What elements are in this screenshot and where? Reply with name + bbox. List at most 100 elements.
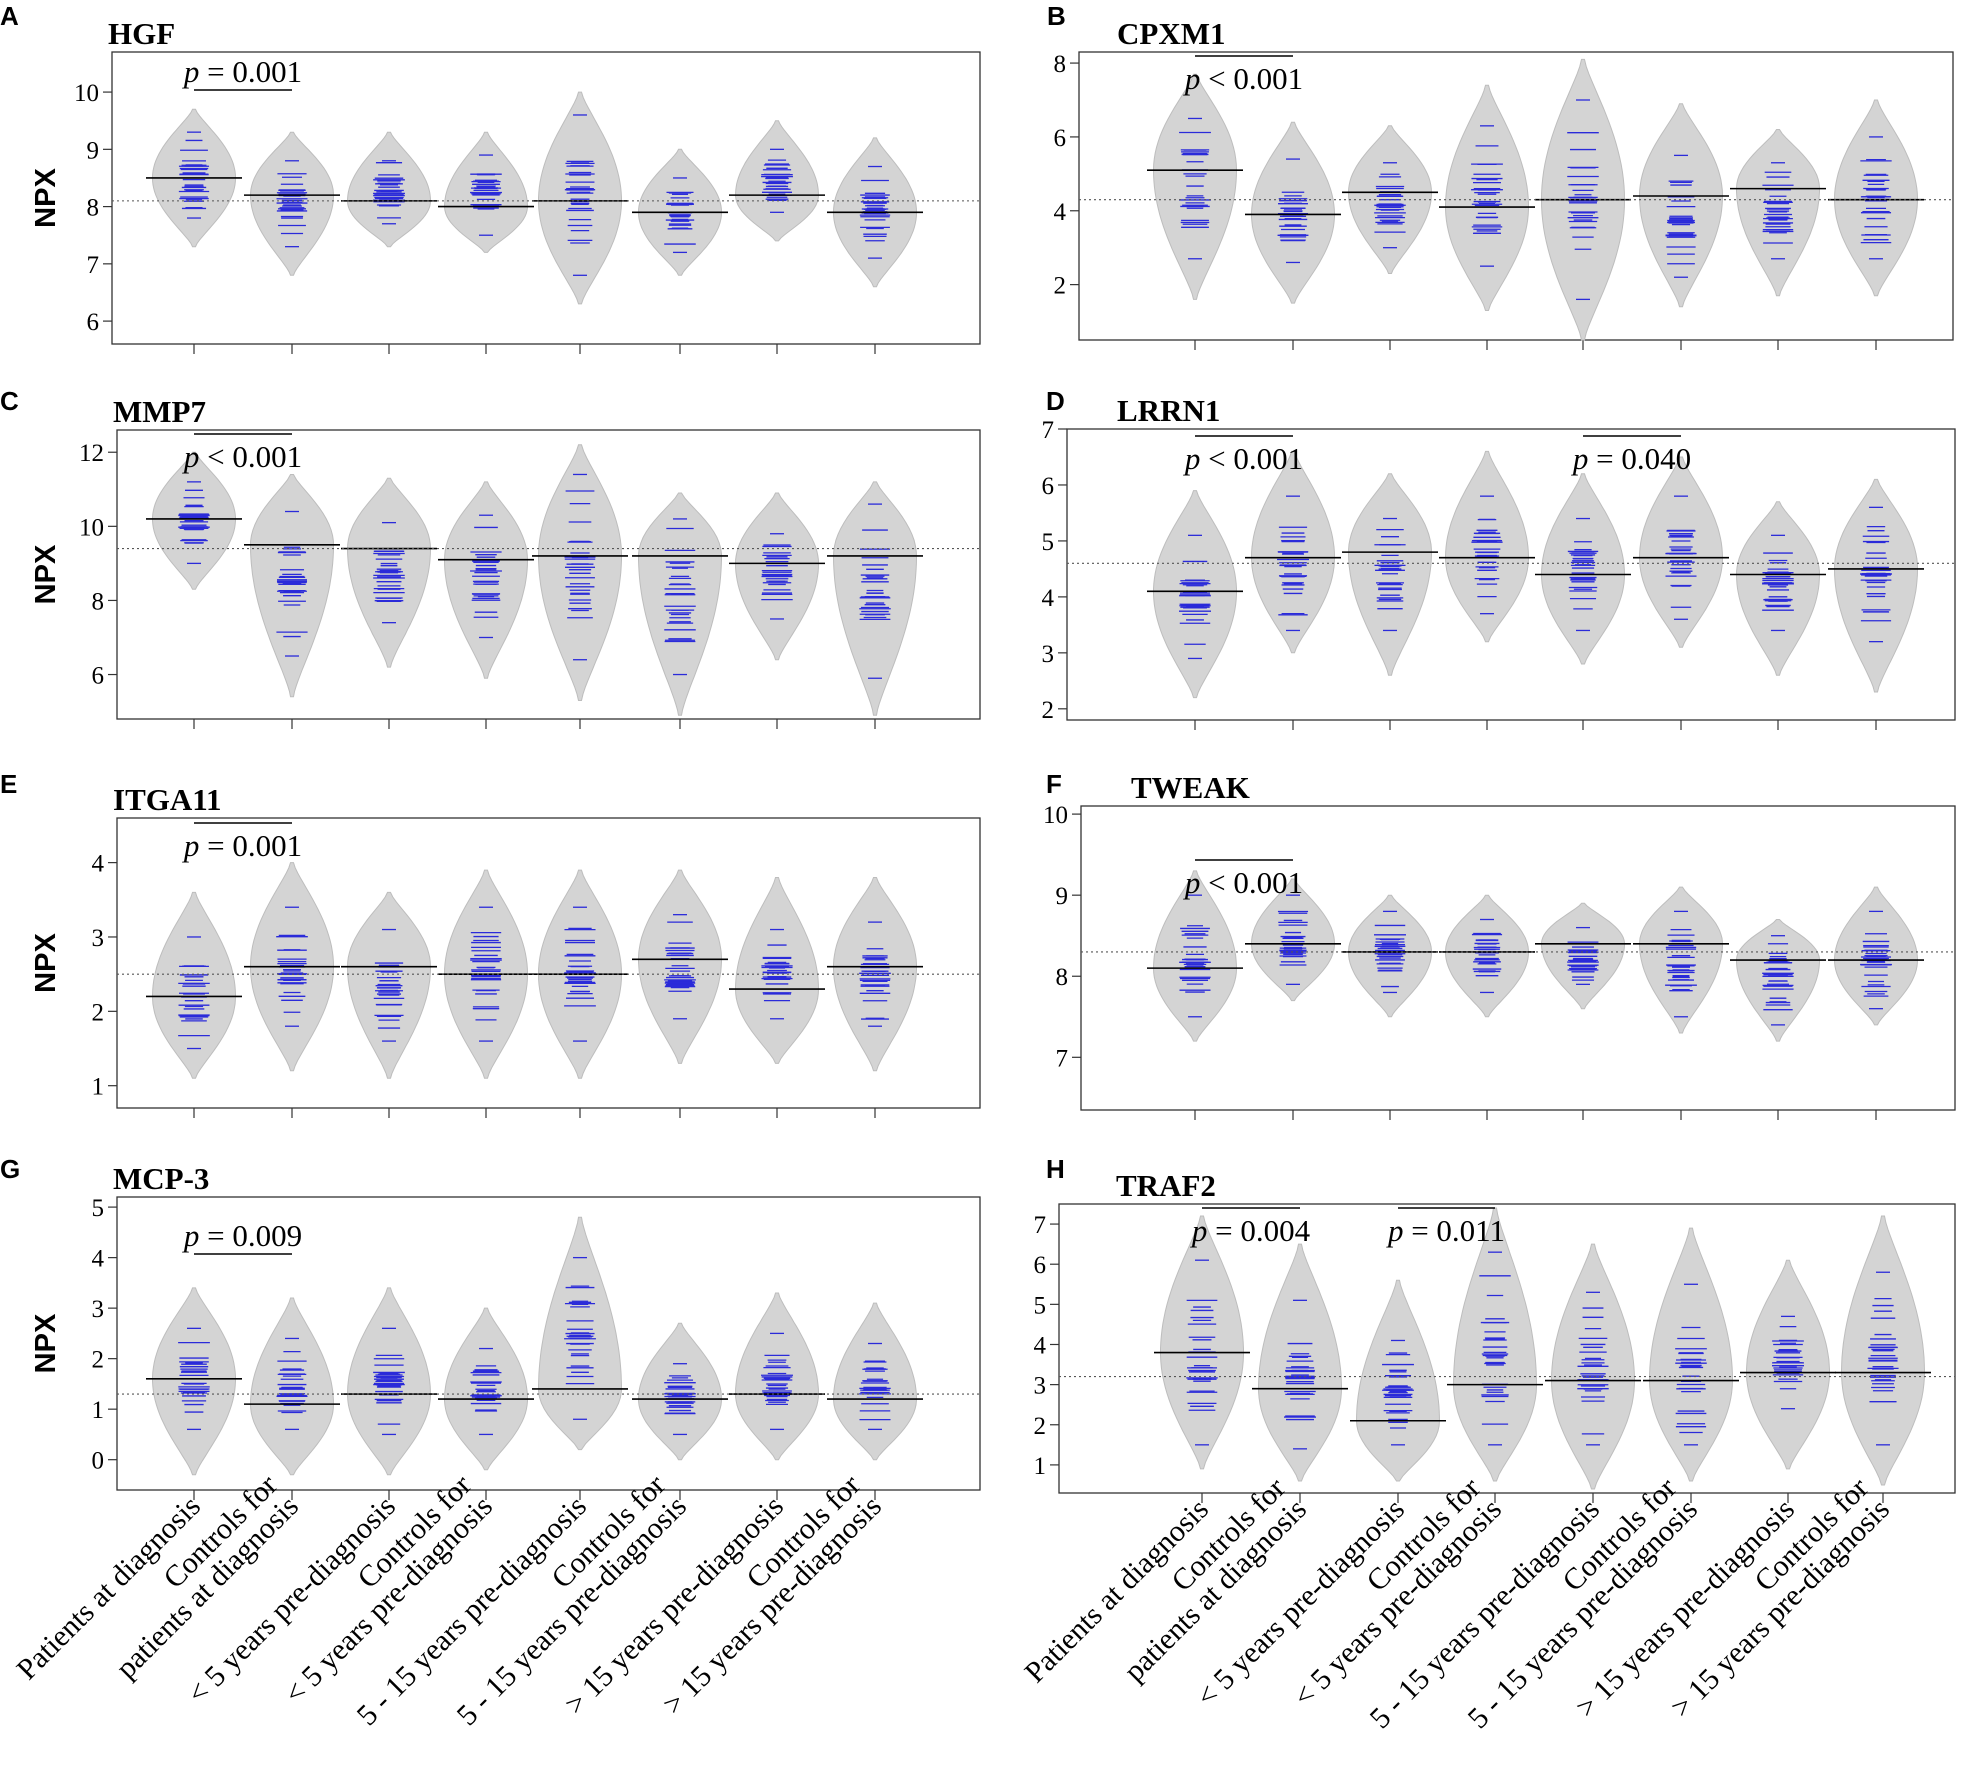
violin-2 (1257, 1243, 1343, 1482)
panel-h: H TRAF2 1 2 3 4 5 6 7 p = 0.004 p = 0.011 (1034, 1154, 1956, 1503)
p-value-label: p < 0.001 (1183, 441, 1303, 476)
violin-3 (1355, 1279, 1441, 1482)
y-tick-label: 2 (1054, 273, 1067, 300)
y-tick-label: 8 (1056, 964, 1069, 991)
panel-b: B CPXM1 2 4 6 8 p < 0.001 (1047, 1, 1954, 350)
violin-6 (638, 869, 722, 1064)
y-tick-label: 2 (92, 1347, 105, 1374)
p-value-label: p = 0.009 (182, 1218, 302, 1253)
protein-title: MMP7 (113, 394, 206, 429)
y-tick-label: 10 (79, 514, 104, 541)
y-tick-label: 9 (87, 137, 100, 164)
y-tick-label: 2 (1034, 1413, 1047, 1440)
y-tick-label: 3 (1034, 1373, 1047, 1400)
y-tick-label: 8 (87, 195, 100, 222)
y-tick-label: 7 (1034, 1212, 1047, 1239)
y-tick-label: 8 (92, 588, 105, 615)
y-tick-label: 5 (92, 1195, 105, 1222)
y-axis-title: NPX (30, 933, 62, 993)
violin-1 (152, 1287, 236, 1476)
plot-frame (111, 51, 981, 345)
y-tick-label: 6 (1054, 125, 1067, 152)
violin-2 (249, 474, 335, 698)
plot-frame (1058, 1203, 1956, 1494)
violin-8 (833, 877, 917, 1072)
y-tick-label: 7 (1042, 417, 1055, 444)
protein-title: TRAF2 (1116, 1168, 1216, 1203)
violin-6 (1638, 103, 1724, 308)
plot-frame (1066, 428, 1956, 721)
violin-1 (1152, 870, 1238, 1042)
y-tick-label: 5 (1034, 1292, 1047, 1319)
protein-title: LRRN1 (1117, 393, 1220, 428)
panel-letter-b: B (1047, 1, 1066, 31)
y-axis-title: NPX (30, 544, 62, 604)
p-value-label: p = 0.011 (1386, 1213, 1505, 1248)
y-tick-label: 4 (1034, 1332, 1047, 1359)
y-tick-label: 6 (92, 663, 105, 690)
p-value-label: p < 0.001 (1183, 61, 1303, 96)
plot-frame (1080, 805, 1956, 1111)
plot-frame (116, 1196, 981, 1491)
violin-4 (1444, 450, 1530, 643)
violin-8 (832, 481, 918, 716)
violin-8 (1833, 478, 1919, 693)
violin-1 (1153, 490, 1237, 699)
plot-frame (116, 429, 981, 720)
y-tick-label: 1 (92, 1397, 105, 1424)
y-tick-label: 3 (1042, 641, 1055, 668)
violin-4 (1445, 84, 1529, 311)
panel-c: C MMP7 6 8 10 12 NPX p < 0.001 (0, 386, 981, 729)
y-tick-label: 6 (87, 309, 100, 336)
y-tick-label: 7 (1056, 1045, 1069, 1072)
violin-6 (1638, 456, 1724, 648)
violin-6 (637, 1322, 723, 1461)
violin-2 (1250, 878, 1336, 1002)
violin-1 (1160, 1215, 1244, 1470)
p-value-label: p = 0.001 (182, 54, 302, 89)
protein-title: ITGA11 (113, 782, 222, 817)
panel-letter-h: H (1046, 1154, 1065, 1184)
violin-4 (443, 481, 529, 679)
y-axis-title: NPX (30, 168, 62, 228)
panel-letter-a: A (0, 1, 19, 31)
panel-letter-e: E (0, 769, 17, 799)
violin-3 (346, 131, 432, 248)
y-axis-title: NPX (30, 1313, 62, 1373)
y-tick-label: 7 (87, 252, 100, 279)
p-value-label: p = 0.040 (1571, 441, 1691, 476)
protein-title: CPXM1 (1117, 16, 1225, 51)
y-tick-label: 1 (1034, 1453, 1047, 1480)
y-tick-label: 4 (1054, 199, 1067, 226)
violin-5 (1540, 473, 1626, 665)
violin-1 (1152, 73, 1238, 300)
y-tick-label: 10 (74, 80, 99, 107)
y-tick-label: 5 (1042, 529, 1055, 556)
protein-title: MCP-3 (113, 1161, 209, 1196)
y-tick-label: 4 (1042, 585, 1055, 612)
violin-2 (1251, 121, 1335, 304)
y-tick-label: 1 (92, 1074, 105, 1101)
y-tick-label: 3 (92, 925, 105, 952)
y-tick-label: 4 (92, 1246, 105, 1273)
panel-f: F TWEAK 7 8 9 10 p < 0.001 (1043, 769, 1956, 1120)
violin-5 (538, 91, 622, 305)
plot-frame (116, 817, 981, 1109)
y-tick-label: 12 (79, 440, 104, 467)
violin-2 (249, 131, 335, 276)
violin-4 (1452, 1207, 1538, 1482)
y-tick-label: 2 (92, 999, 105, 1026)
panel-a: A HGF 6 7 8 9 10 NPX p = 0.001 (0, 1, 981, 354)
violin-6 (1638, 886, 1724, 1034)
violin-5 (538, 444, 622, 701)
y-tick-label: 6 (1042, 473, 1055, 500)
y-tick-label: 8 (1054, 51, 1067, 78)
violin-3 (1347, 473, 1433, 676)
panel-d: D LRRN1 2 3 4 5 6 7 p < 0.001 p = 0.040 (1042, 386, 1956, 730)
p-value-label: p < 0.001 (1183, 865, 1303, 900)
plot-frame (1078, 51, 1954, 341)
violin-7 (1735, 501, 1821, 676)
violin-2 (249, 1297, 335, 1476)
protein-title: TWEAK (1131, 770, 1250, 805)
